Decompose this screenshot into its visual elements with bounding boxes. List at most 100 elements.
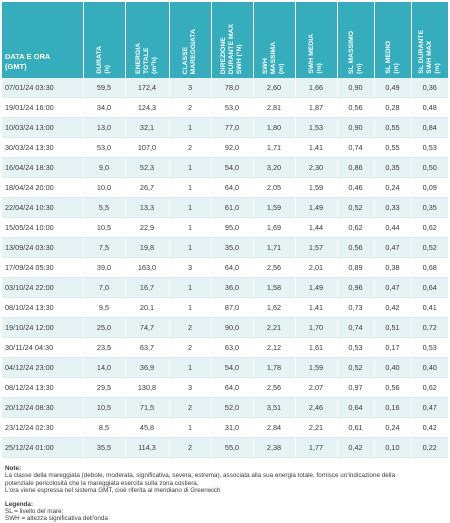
table-cell: 0,62 [411, 217, 448, 238]
table-cell: 1,77 [295, 437, 338, 458]
table-row: 19/10/24 12:00 25,0 74,7 2 90,0 2,21 1,70 0,74 0… [2, 317, 448, 338]
table-cell: 0,97 [337, 377, 375, 398]
table-cell: 3 [169, 377, 212, 398]
table-cell: 1,57 [295, 237, 338, 258]
table-cell: 0,47 [374, 237, 412, 258]
table-cell: 1,87 [295, 97, 338, 118]
table-cell: 0,24 [374, 417, 412, 438]
table-cell: 22,9 [125, 217, 170, 238]
table-cell: 0,62 [411, 377, 448, 398]
table-cell: 0,50 [411, 157, 448, 178]
table-cell: 64,0 [211, 257, 254, 278]
table-cell: 39,0 [83, 257, 126, 278]
table-row: 25/12/24 01:00 35,5 114,3 2 55,0 2,38 1,77 0,42… [2, 437, 448, 458]
legend-line: SWH = altezza significativa dell'onda [5, 515, 108, 523]
column-header: DIREZIONE DURANTE MAX SWH (°N) [211, 2, 254, 78]
table-cell: 1,71 [253, 237, 296, 258]
table-cell: 0,52 [337, 197, 375, 218]
table-cell: 0,28 [374, 97, 412, 118]
table-cell: 10,0 [83, 177, 126, 198]
table-cell: 8,5 [83, 417, 126, 438]
table-cell: 0,52 [411, 237, 448, 258]
table-cell: 64,0 [211, 177, 254, 198]
table-cell: 0,73 [337, 297, 375, 318]
column-header: SL DURANTE SWH MAX (m) [411, 2, 448, 78]
table-cell: 1 [169, 417, 212, 438]
table-cell: 1 [169, 277, 212, 298]
column-header-label: SL DURANTE SWH MAX (m) [417, 30, 441, 74]
table-cell: 1,41 [295, 137, 338, 158]
table-cell: 25,0 [83, 317, 126, 338]
table-cell: 1,41 [295, 297, 338, 318]
cell-datetime: 04/12/24 23:00 [2, 357, 84, 378]
table-row: 19/01/24 16:00 34,0 124,3 2 53,0 2,81 1,87 0,56… [2, 97, 448, 118]
notes-line: L'ora viene espressa nel sistema GMT, ci… [5, 487, 221, 495]
table-cell: 1 [169, 357, 212, 378]
table-cell: 2,84 [253, 417, 296, 438]
table-cell: 64,0 [211, 377, 254, 398]
table-cell: 54,0 [211, 357, 254, 378]
table-cell: 0,44 [374, 217, 412, 238]
cell-datetime: 03/10/24 22:00 [2, 277, 84, 298]
column-header-datetime: DATA E ORA (GMT) [2, 2, 84, 78]
table-cell: 0,46 [337, 177, 375, 198]
table-cell: 77,0 [211, 117, 254, 138]
column-header: SL MASSIMO (m) [337, 2, 375, 78]
cell-datetime: 08/12/24 13:30 [2, 377, 84, 398]
storm-events-table: DATA E ORA (GMT) DURATA (h) ENERGIA TOTALE… [2, 2, 448, 458]
table-cell: 124,3 [125, 97, 170, 118]
column-header: DURATA (h) [83, 2, 126, 78]
table-cell: 2,05 [253, 177, 296, 198]
table-row: 17/09/24 05:30 39,0 163,0 3 64,0 2,56 2,01 0,89… [2, 257, 448, 278]
table-cell: 1,53 [295, 117, 338, 138]
table-cell: 0,68 [411, 257, 448, 278]
table-cell: 0,16 [374, 397, 412, 418]
table-cell: 0,48 [411, 97, 448, 118]
cell-datetime: 17/09/24 05:30 [2, 257, 84, 278]
cell-datetime: 25/12/24 01:00 [2, 437, 84, 458]
table-cell: 36,9 [125, 357, 170, 378]
table-cell: 71,5 [125, 397, 170, 418]
cell-datetime: 08/10/24 13:30 [2, 297, 84, 318]
table-cell: 13,3 [125, 197, 170, 218]
table-row: 30/03/24 13:30 53,0 107,0 2 92,0 1,71 1,41 0,74… [2, 137, 448, 158]
table-cell: 1 [169, 297, 212, 318]
table-cell: 0,47 [411, 397, 448, 418]
table-cell: 0,17 [374, 337, 412, 358]
table-cell: 1,59 [295, 177, 338, 198]
table-cell: 1,80 [253, 117, 296, 138]
table-cell: 0,55 [374, 117, 412, 138]
table-cell: 74,7 [125, 317, 170, 338]
table-cell: 2 [169, 337, 212, 358]
table-cell: 90,0 [211, 317, 254, 338]
cell-datetime: 16/04/24 18:30 [2, 157, 84, 178]
table-cell: 0,33 [374, 197, 412, 218]
table-cell: 29,5 [83, 377, 126, 398]
table-row: 15/05/24 10:00 10,5 22,9 1 95,0 1,69 1,44 0,62 0… [2, 217, 448, 238]
table-cell: 14,0 [83, 357, 126, 378]
table-cell: 1 [169, 197, 212, 218]
table-cell: 1 [169, 217, 212, 238]
legend-title: Legenda: [5, 500, 33, 508]
table-cell: 23,5 [83, 337, 126, 358]
table-cell: 0,40 [374, 357, 412, 378]
table-header: DATA E ORA (GMT) DURATA (h) ENERGIA TOTALE… [2, 2, 448, 78]
cell-datetime: 23/12/24 02:30 [2, 417, 84, 438]
table-cell: 0,86 [337, 157, 375, 178]
table-cell: 0,47 [374, 277, 412, 298]
table-cell: 10,5 [83, 217, 126, 238]
table-row: 22/04/24 10:30 5,5 13,3 1 61,0 1,59 1,49 0,52 0,… [2, 197, 448, 218]
table-row: 13/09/24 03:30 7,5 19,8 1 35,0 1,71 1,57 0,56 0,… [2, 237, 448, 258]
table-cell: 1 [169, 237, 212, 258]
table-row: 18/04/24 20:00 10,0 26,7 1 64,0 2,05 1,59 0,46 0… [2, 177, 448, 198]
cell-datetime: 10/03/24 13:00 [2, 117, 84, 138]
table-cell: 0,56 [337, 97, 375, 118]
table-row: 10/03/24 13:00 13,0 32,1 1 77,0 1,80 1,53 0,90 0… [2, 117, 448, 138]
cell-datetime: 07/01/24 03:30 [2, 78, 84, 98]
cell-datetime: 19/10/24 12:00 [2, 317, 84, 338]
table-cell: 0,09 [411, 177, 448, 198]
column-header: CLASSE MAREGGIATA [169, 2, 212, 78]
table-cell: 26,7 [125, 177, 170, 198]
table-cell: 1,71 [253, 137, 296, 158]
